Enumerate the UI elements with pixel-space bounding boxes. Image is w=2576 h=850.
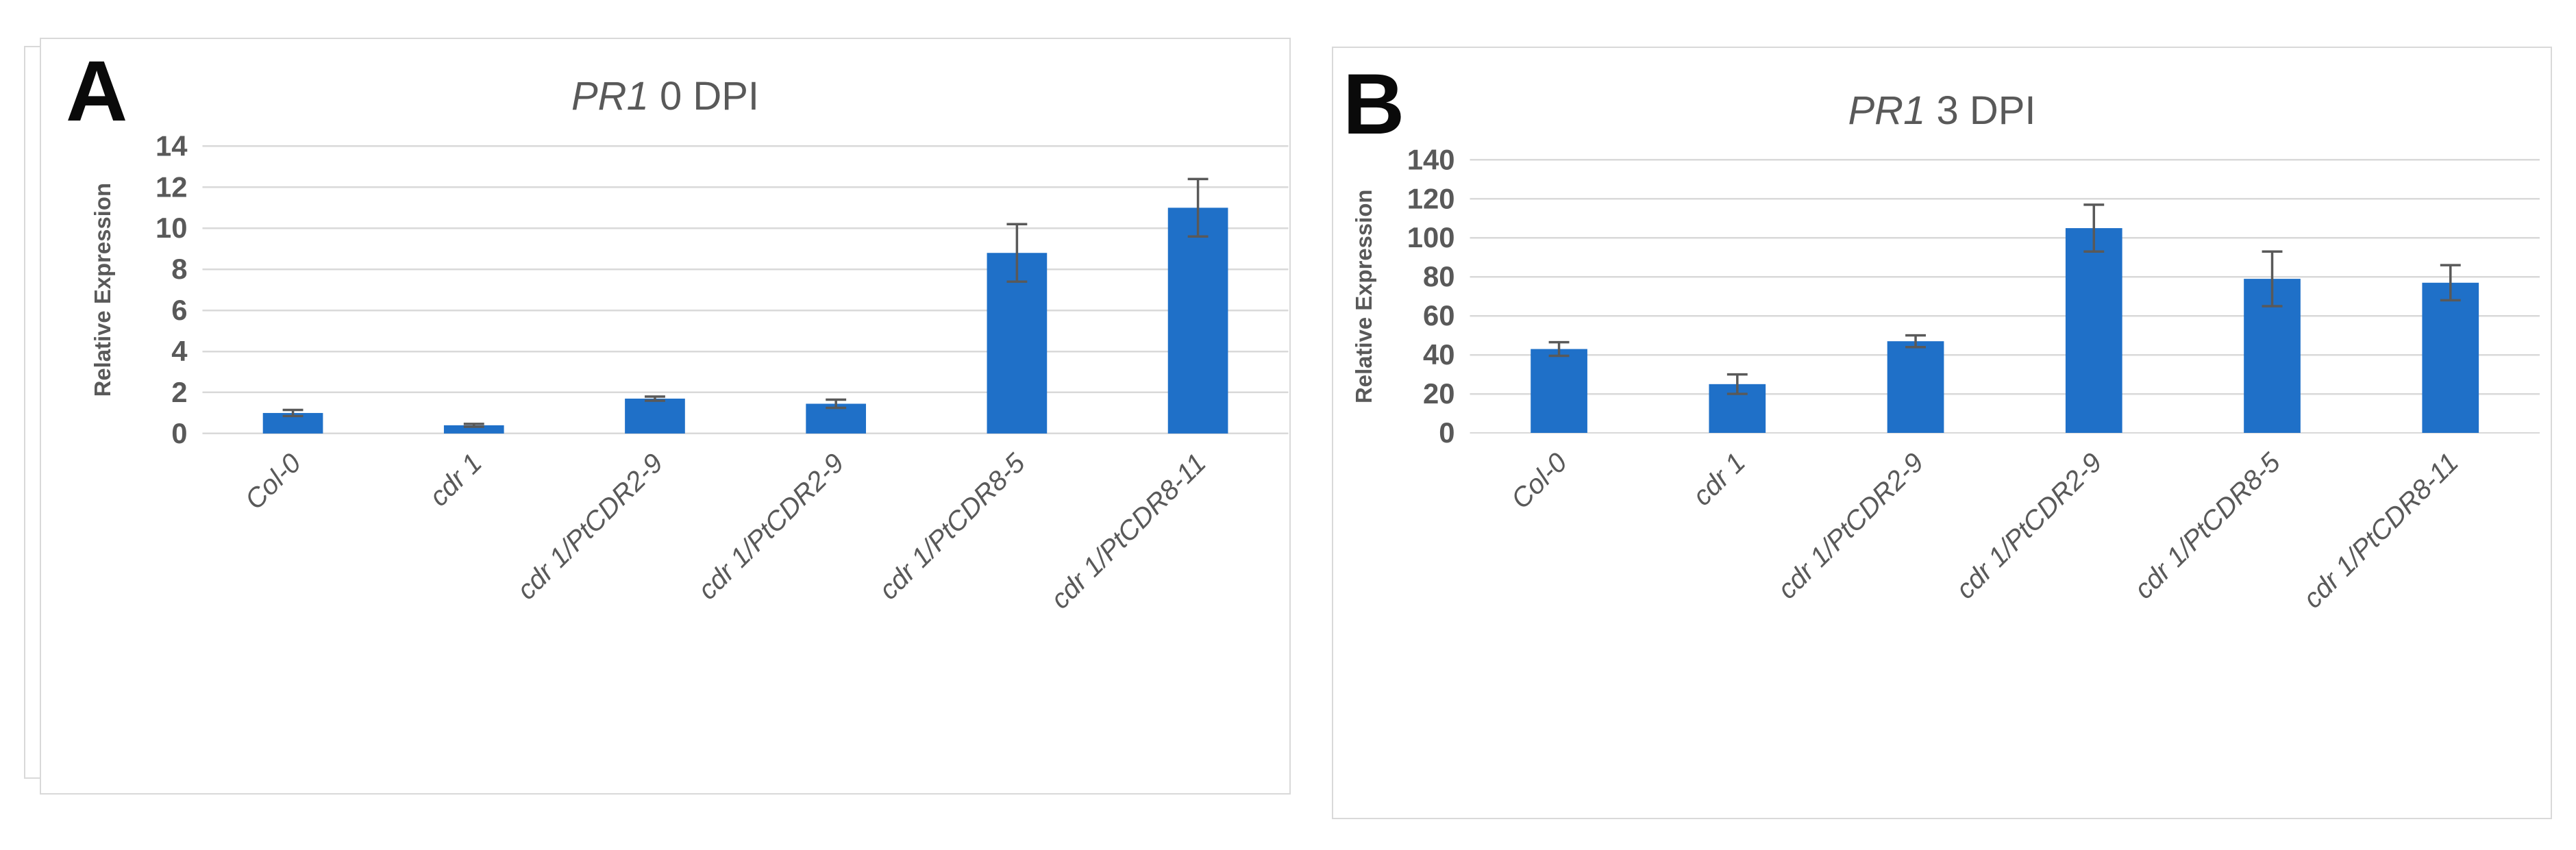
bar	[1531, 349, 1587, 433]
bar	[2065, 228, 2122, 433]
y-tick-label: 0	[171, 417, 187, 449]
y-tick-label: 120	[1407, 182, 1455, 214]
y-tick-label: 20	[1423, 377, 1455, 410]
bar-chart-b: 0 20 40 60 80 100 120 140 Relative Expression Col…	[1351, 143, 2540, 614]
y-tick-label: 100	[1407, 221, 1455, 253]
bar	[1887, 341, 1944, 433]
category-label: cdr 1	[1687, 447, 1751, 512]
category-label: cdr 1/PtCDR2-9	[511, 448, 669, 605]
panel-a-chart-title: PR1 0 DPI	[41, 73, 1289, 119]
y-tick-label: 8	[171, 253, 187, 285]
y-tick-label: 0	[1439, 416, 1454, 449]
y-tick-label: 10	[156, 212, 188, 244]
y-tick-label: 2	[171, 376, 187, 408]
panel-b: B PR1 3 DPI 0 20 40 60 80 100 120 140 Relative E…	[1332, 47, 2552, 819]
panel-b-letter: B	[1343, 57, 1405, 152]
y-tick-label: 14	[156, 129, 188, 162]
category-label: cdr 1/PtCDR2-9	[1950, 447, 2108, 605]
panel-b-chart-title: PR1 3 DPI	[1333, 88, 2551, 134]
title-rest: 3 DPI	[1925, 88, 2036, 133]
bar	[625, 398, 685, 434]
y-axis-title: Relative Expression	[90, 183, 115, 397]
category-label: cdr 1/PtCDR2-9	[693, 448, 850, 605]
category-label: cdr 1/PtCDR8-5	[874, 447, 1032, 605]
bar	[987, 253, 1048, 434]
bar	[1167, 208, 1228, 434]
bar	[443, 425, 504, 434]
panel-a-letter: A	[66, 44, 128, 139]
y-tick-label: 4	[171, 335, 188, 367]
bar-chart-a: 0 2 4 6 8 10 12 14 Relative Expression Col-0 cdr 1…	[90, 129, 1289, 615]
gene-name-italic: PR1	[571, 74, 649, 118]
title-rest: 0 DPI	[648, 74, 759, 118]
category-label: cdr 1/PtCDR8-5	[2129, 447, 2287, 605]
bar	[2422, 282, 2479, 433]
gene-name-italic: PR1	[1848, 88, 1926, 133]
category-label: cdr 1	[423, 448, 488, 512]
y-tick-label: 6	[171, 294, 187, 326]
y-tick-label: 60	[1423, 299, 1455, 332]
panel-a: A PR1 0 DPI 0 2 4 6 8 10 12 14 Relative Expressi…	[40, 38, 1291, 795]
y-tick-label: 40	[1423, 338, 1455, 371]
category-label: cdr 1/PtCDR8-11	[1045, 448, 1212, 615]
y-tick-label: 140	[1407, 143, 1455, 175]
category-label: cdr 1/PtCDR8-11	[2298, 447, 2465, 614]
y-tick-label: 80	[1423, 260, 1455, 292]
category-label: cdr 1/PtCDR2-9	[1772, 447, 1929, 605]
category-label: Col-0	[1505, 447, 1572, 514]
y-axis-title: Relative Expression	[1351, 189, 1376, 403]
y-tick-label: 12	[156, 171, 188, 203]
category-label: Col-0	[239, 448, 306, 515]
